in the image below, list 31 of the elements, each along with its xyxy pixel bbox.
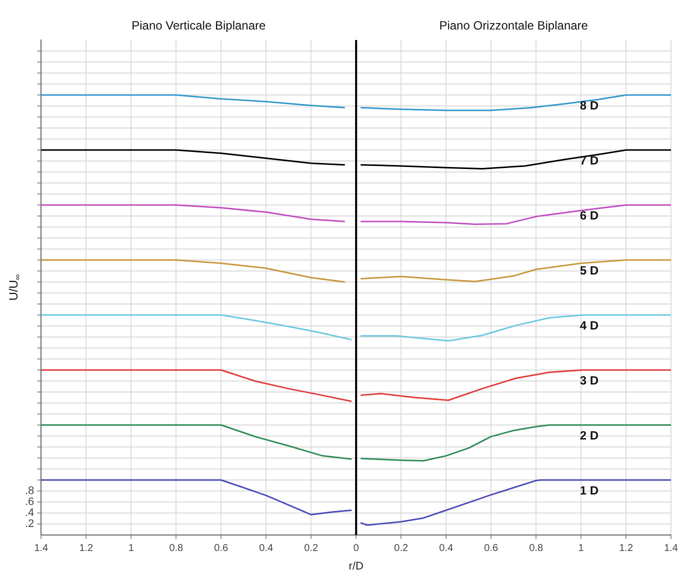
y-tick-label: .2: [24, 518, 34, 530]
x-tick-label: 1.2: [619, 542, 634, 554]
x-tick-label: 1.2: [79, 542, 94, 554]
x-tick-label: 0.2: [304, 542, 319, 554]
series-label: 1 D: [580, 483, 599, 498]
x-tick-label: 0.4: [259, 542, 274, 554]
y-tick-label: .6: [24, 496, 34, 508]
x-tick-label: 1.4: [34, 542, 49, 554]
x-tick-label: 0.6: [484, 542, 498, 554]
series-label: 8 D: [580, 98, 599, 112]
x-tick-label: 0.8: [529, 542, 544, 554]
series-label: 4 D: [580, 318, 599, 332]
series-label: 7 D: [580, 153, 599, 168]
text: Piano Verticale Biplanare: [132, 18, 266, 32]
x-tick-label: 0.2: [394, 542, 408, 554]
text: Piano Orizzontale Biplanare: [439, 18, 588, 32]
x-tick-label: 0.6: [214, 542, 229, 554]
series-label: 3 D: [580, 373, 599, 388]
y-tick-label: .4: [24, 507, 34, 520]
x-tick-label: 1.4: [664, 542, 678, 554]
x-tick-label: 0: [353, 542, 360, 554]
series-label: 5 D: [580, 263, 599, 278]
x-tick-label: 0.4: [439, 542, 454, 554]
x-tick-label: 1: [128, 542, 134, 554]
x-tick-label: 0.8: [169, 542, 184, 554]
x-tick-label: 1: [578, 542, 584, 554]
y-tick-label: .8: [24, 485, 34, 498]
y-axis-title: U/U∞: [6, 274, 22, 301]
series-label: 6 D: [580, 208, 599, 222]
series-label: 2 D: [580, 428, 599, 442]
x-axis-title: r/D: [348, 560, 364, 572]
